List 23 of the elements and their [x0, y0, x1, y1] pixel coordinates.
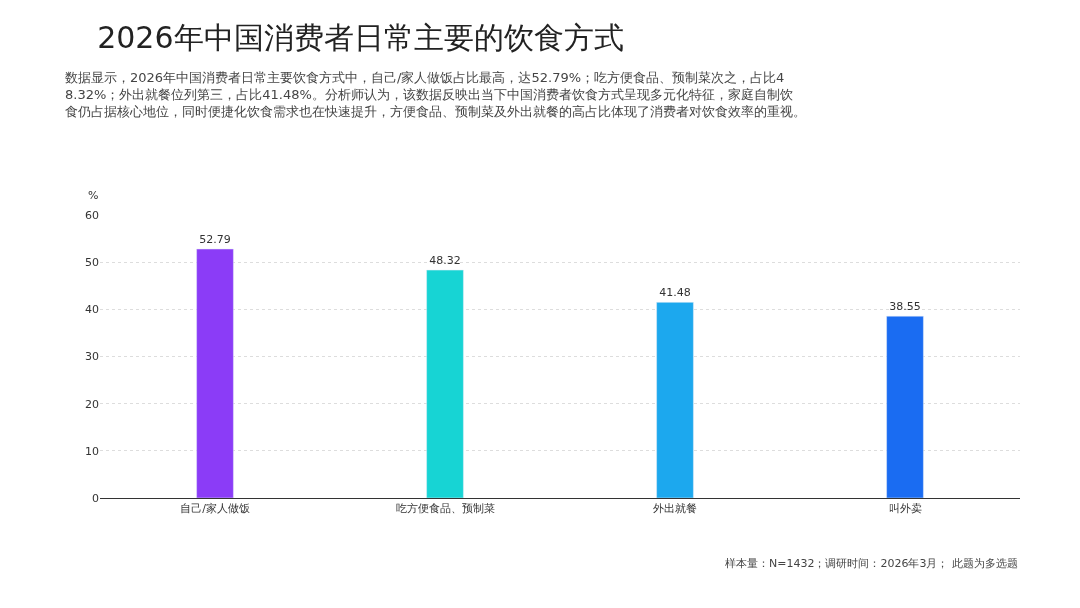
y-tick-label: 50: [85, 256, 99, 270]
bar: [426, 269, 464, 498]
x-tick-label: 吃方便食品、预制菜: [395, 502, 495, 516]
bar: [886, 315, 924, 498]
y-tick-label: 20: [85, 397, 99, 411]
x-tick-label: 外出就餐: [653, 502, 697, 516]
y-axis-title: %: [88, 189, 99, 202]
data-label: 48.32: [429, 254, 461, 268]
y-tick-label: 30: [85, 350, 99, 364]
bar: [656, 302, 694, 498]
x-tick-label: 叫外卖: [888, 502, 922, 516]
bar: [196, 248, 234, 498]
x-tick-label: 自己/家人做饭: [180, 502, 250, 516]
data-label: 52.79: [199, 233, 231, 247]
chart-title: 2026年中国消费者日常主要的饮食方式: [97, 20, 624, 56]
text: 样本量：N=1432；调研时间：2026年3月； 此题为多选题: [725, 557, 1018, 570]
chart-subtitle: 数据显示，2026年中国消费者日常主要饮食方式中，自己/家人做饭占比最高，达52.79%；吃方便食品、预制菜次之，占比48.32%；外出就餐位列第三，占比41.48%。分析师认为，该数据反映出当下中国消费者饮食方式呈现多元化特征，家庭自制饮食仍占据核心地位，同时便捷化饮食需求也在快速提升，方便食品、预制菜及外出就餐的高占比体现了消费者对饮食效率的重视。: [65, 70, 806, 119]
data-label: 41.48: [659, 286, 691, 300]
y-tick-label: 40: [85, 303, 99, 317]
y-tick-label: 10: [85, 444, 99, 458]
y-tick-label: 0: [92, 491, 99, 505]
y-tick-label: 60: [85, 208, 99, 222]
data-label: 38.55: [889, 300, 921, 314]
